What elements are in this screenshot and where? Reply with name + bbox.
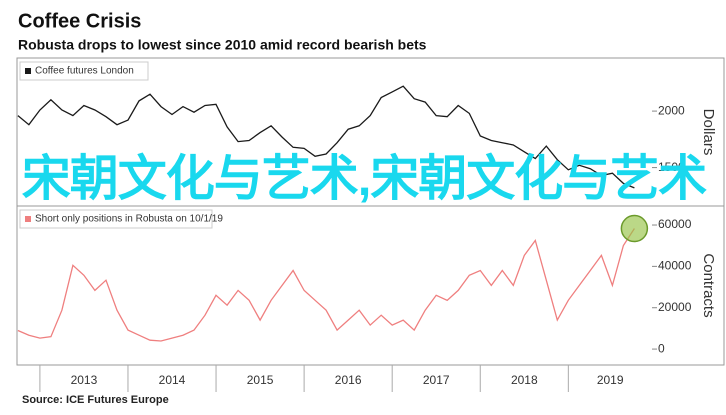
- series-line: [17, 228, 635, 342]
- y-tick-label: 40000: [658, 259, 692, 273]
- plot-frame: [16, 57, 725, 366]
- chart-title: Coffee Crisis: [18, 10, 141, 32]
- x-tick-label: 2013: [71, 373, 98, 387]
- y-tick-label: 0: [658, 341, 665, 355]
- x-tick-label: 2017: [423, 373, 450, 387]
- y-axis-label: Dollars: [700, 109, 717, 156]
- source-note: Source: ICE Futures Europe: [22, 394, 169, 406]
- legend-box: [19, 209, 213, 229]
- overlay-text: 宋朝文化与艺术,宋朝文化与艺术: [21, 152, 708, 206]
- y-tick-label: 1500: [658, 160, 685, 174]
- series-line: [17, 85, 635, 189]
- y-axis-label: Contracts: [700, 253, 717, 317]
- y-tick-label: 60000: [658, 217, 692, 231]
- x-tick-label: 2016: [335, 373, 362, 387]
- legend-box: [19, 61, 149, 81]
- x-tick-label: 2015: [247, 373, 274, 387]
- x-tick-label: 2014: [159, 373, 186, 387]
- x-tick-label: 2018: [511, 373, 538, 387]
- y-tick-label: 20000: [658, 300, 692, 314]
- y-tick-label: 2000: [658, 103, 685, 117]
- x-tick-label: 2019: [597, 373, 624, 387]
- legend-label: Coffee futures London: [35, 66, 134, 77]
- legend-swatch: [25, 68, 31, 74]
- chart-subtitle: Robusta drops to lowest since 2010 amid …: [18, 37, 427, 53]
- legend-swatch: [25, 216, 31, 222]
- highlight-marker: [620, 214, 649, 243]
- legend-label: Short only positions in Robusta on 10/1/…: [35, 214, 223, 225]
